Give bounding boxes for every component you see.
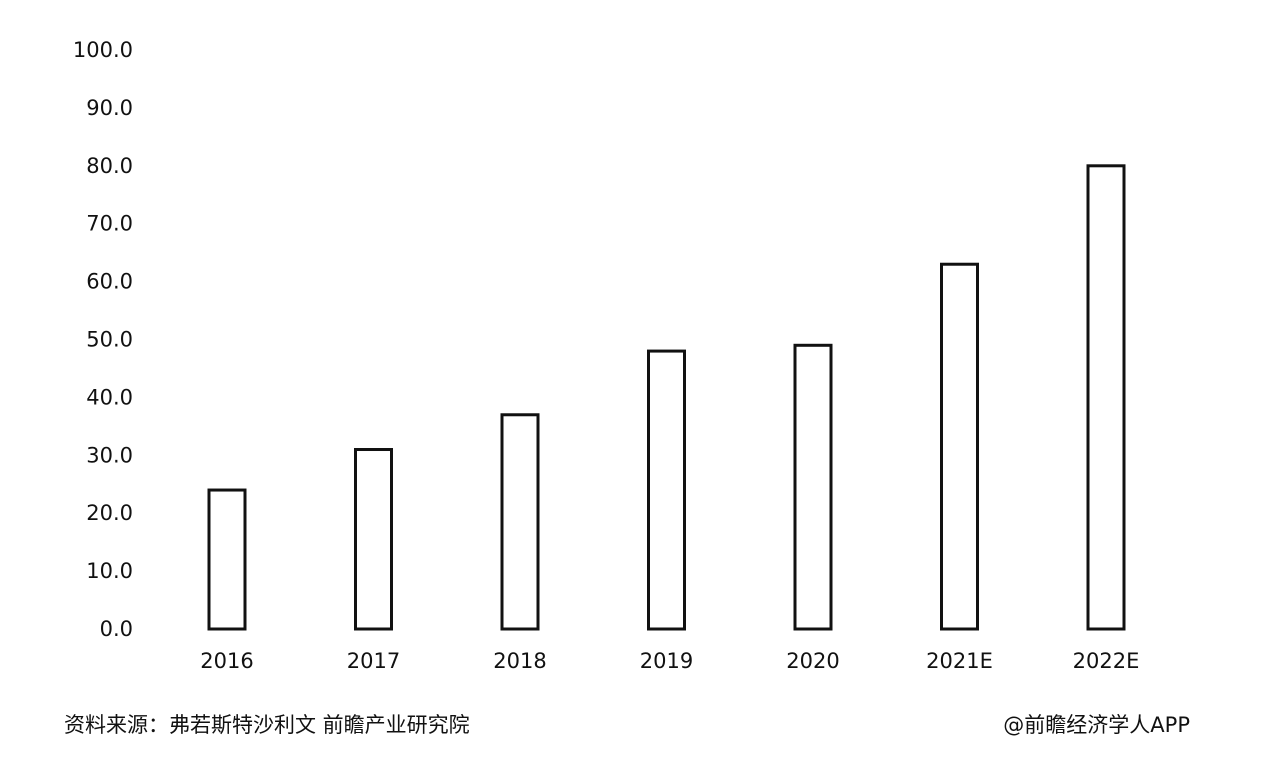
y-tick-label: 10.0	[86, 559, 133, 583]
x-tick-label: 2021E	[926, 649, 993, 673]
x-tick-label: 2018	[493, 649, 546, 673]
y-tick-label: 90.0	[86, 96, 133, 120]
source-note: 资料来源：弗若斯特沙利文 前瞻产业研究院	[64, 713, 470, 737]
y-axis: 0.0 10.0 20.0 30.0 40.0 50.0 60.0 70.0 80.0 90.0 1…	[73, 38, 133, 641]
y-tick-label: 30.0	[86, 443, 133, 467]
bar-2020	[793, 343, 833, 631]
x-tick-label: 2022E	[1073, 649, 1140, 673]
y-tick-label: 70.0	[86, 212, 133, 236]
x-tick-label: 2019	[640, 649, 693, 673]
y-tick-label: 20.0	[86, 501, 133, 525]
y-tick-label: 100.0	[73, 38, 133, 62]
x-axis: 2016 2017 2018 2019 2020 2021E 2022E	[200, 649, 1139, 673]
x-tick-label: 2016	[200, 649, 253, 673]
y-tick-label: 60.0	[86, 270, 133, 294]
bar-2016	[207, 488, 247, 631]
bar-chart: 0.0 10.0 20.0 30.0 40.0 50.0 60.0 70.0 80.0 90.0 1…	[73, 38, 1139, 673]
y-tick-label: 40.0	[86, 385, 133, 409]
x-tick-label: 2020	[786, 649, 839, 673]
x-tick-label: 2017	[347, 649, 400, 673]
credit-note: @前瞻经济学人APP	[1003, 713, 1190, 737]
y-tick-label: 50.0	[86, 328, 133, 352]
bar-2022E	[1086, 164, 1126, 631]
bar-2018	[500, 413, 540, 631]
bar-2017	[354, 448, 393, 631]
bars	[207, 164, 1126, 631]
y-tick-label: 0.0	[100, 617, 133, 641]
bar-2021E	[940, 262, 979, 631]
bar-2019	[647, 349, 686, 631]
y-tick-label: 80.0	[86, 154, 133, 178]
